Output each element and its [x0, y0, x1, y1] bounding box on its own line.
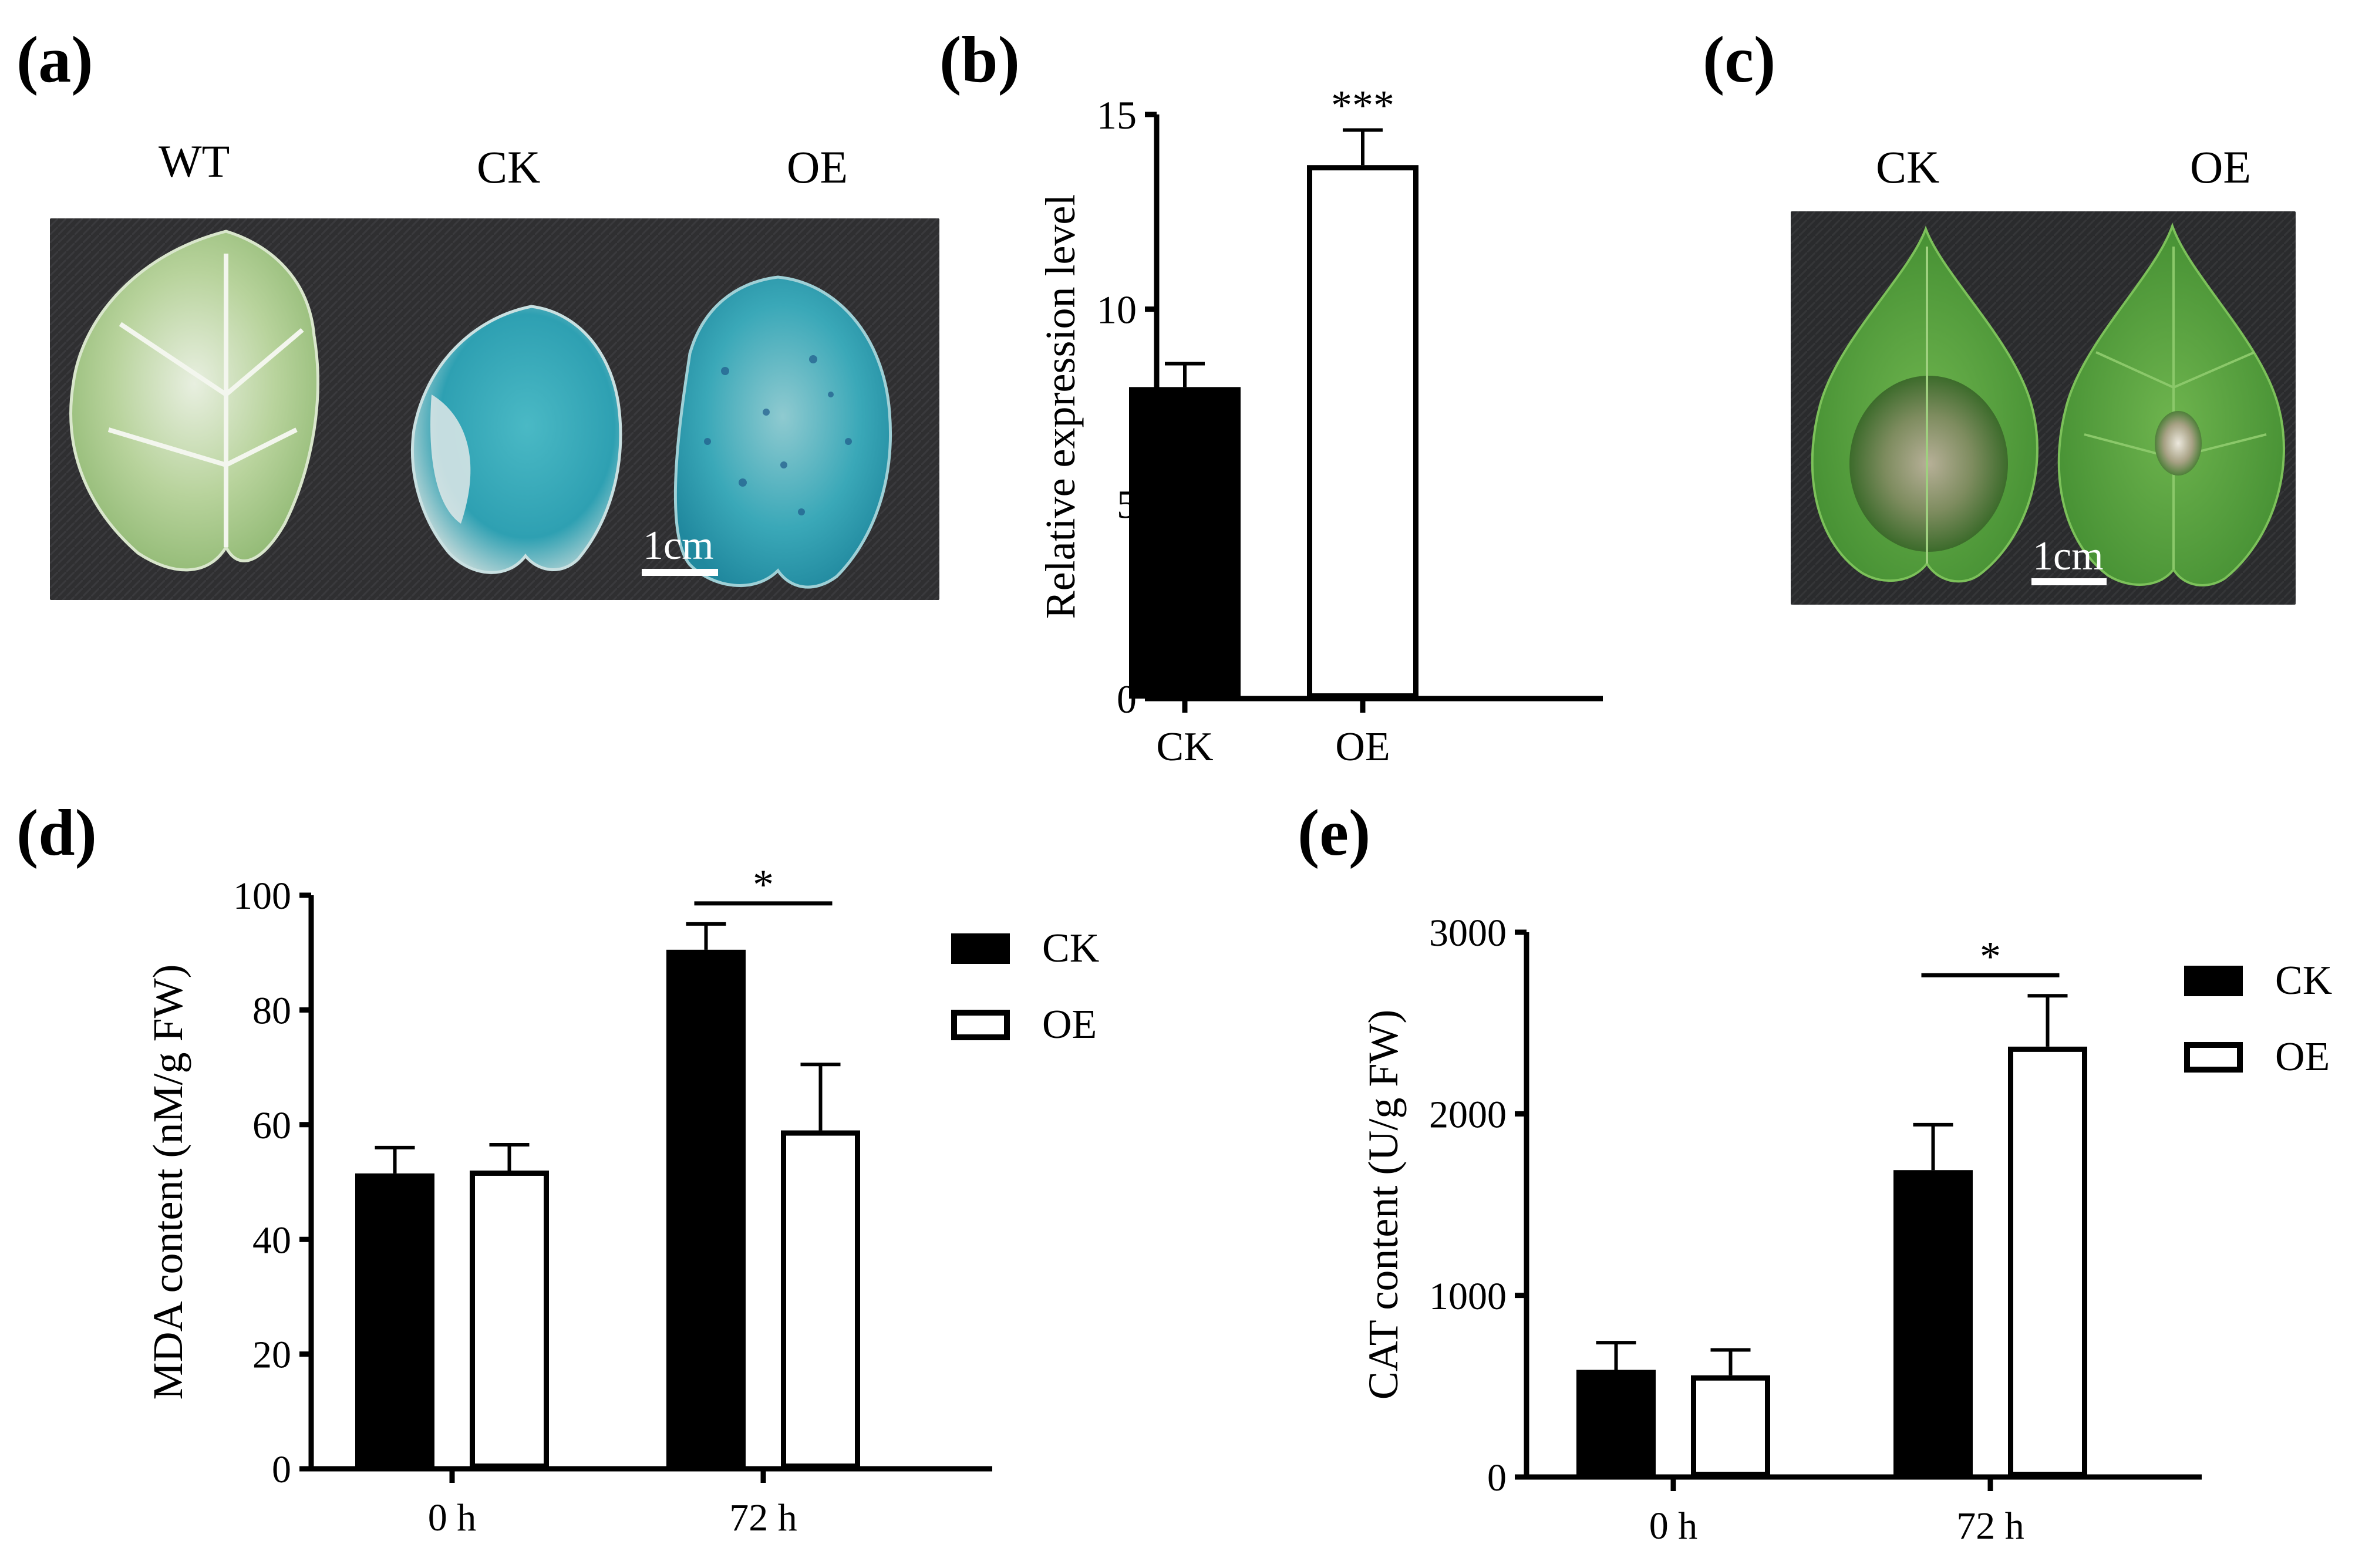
leaf-label-ck: CK — [477, 141, 541, 193]
bar-oe-0 — [470, 1170, 549, 1469]
oe-leaf — [673, 275, 892, 589]
y-tick-label: 100 — [233, 875, 291, 918]
legend-label-oe: OE — [2275, 1034, 2330, 1080]
x-tick-label: 72 h — [729, 1496, 797, 1539]
legend-swatch-oe — [951, 1010, 1010, 1040]
significance-mark: *** — [1331, 82, 1394, 129]
gus-staining-photo: 1cm — [50, 218, 939, 600]
y-axis-label: MDA content (nM/g FW) — [144, 965, 191, 1400]
legend-label-oe: OE — [1042, 1002, 1097, 1047]
panel-label-d: (d) — [16, 797, 97, 869]
legend-swatch-ck — [2184, 966, 2243, 996]
leaf-label-ck-c: CK — [1876, 141, 1940, 193]
x-tick-label: 0 h — [1649, 1505, 1698, 1547]
x-tick-label: CK — [1156, 724, 1213, 770]
bar-ck — [1129, 387, 1241, 699]
significance-mark: * — [753, 861, 774, 908]
y-tick-label: 80 — [252, 990, 291, 1033]
bar-ck-1 — [666, 949, 746, 1469]
scale-bar-label-c: 1cm — [2033, 534, 2104, 579]
chart-e-cat-content: 0 1000 2000 3000 CAT content (U/g FW) 0 h 72 h… — [1360, 912, 2332, 1547]
y-axis-label: Relative expression level — [1037, 194, 1084, 619]
bar-oe-1 — [2008, 1046, 2087, 1477]
panel-label-a: (a) — [16, 23, 93, 96]
x-tick-label: 0 h — [428, 1496, 477, 1539]
legend-label-ck: CK — [2275, 958, 2332, 1003]
bar-ck-1 — [1893, 1170, 1973, 1477]
oe-infected-leaf — [2057, 222, 2285, 586]
scale-bar-label-a: 1cm — [643, 523, 714, 568]
panel-label-e: (e) — [1298, 797, 1371, 869]
scale-bar-a — [642, 569, 718, 576]
bar-oe — [1307, 165, 1418, 699]
legend-swatch-oe — [2184, 1042, 2243, 1073]
y-tick-label: 20 — [252, 1334, 291, 1377]
infection-photo: 1cm — [1791, 211, 2296, 605]
x-tick-label: OE — [1335, 724, 1390, 770]
leaf-label-oe: OE — [787, 141, 848, 193]
y-tick-label: 2000 — [1429, 1093, 1507, 1136]
bar-ck-0 — [1576, 1370, 1656, 1478]
y-tick-label: 1000 — [1429, 1275, 1507, 1318]
y-tick-label: 40 — [252, 1219, 291, 1262]
bar-ck-0 — [355, 1173, 434, 1469]
panel-label-c: (c) — [1703, 23, 1776, 96]
chart-d-mda-content: 0 20 40 60 80 100 MDA content (nM/g FW) 0 h 72 h… — [144, 861, 1099, 1539]
leaf-label-wt: WT — [159, 136, 230, 187]
bar-oe-0 — [1691, 1375, 1770, 1477]
legend-swatch-ck — [951, 933, 1010, 964]
wt-leaf — [69, 230, 319, 572]
y-tick-label: 0 — [272, 1448, 291, 1491]
significance-mark: * — [1980, 933, 2001, 980]
legend-label-ck: CK — [1042, 926, 1099, 971]
x-tick-label: 72 h — [1956, 1505, 2024, 1547]
y-tick-label: 60 — [252, 1104, 291, 1147]
y-tick-label: 10 — [1097, 287, 1137, 332]
y-tick-label: 15 — [1097, 93, 1137, 137]
scale-bar-c — [2031, 578, 2107, 585]
leaf-label-oe-c: OE — [2190, 141, 2251, 193]
bar-oe-1 — [781, 1130, 860, 1469]
panel-label-b: (b) — [939, 23, 1020, 96]
y-tick-label: 3000 — [1429, 912, 1507, 955]
y-axis-label: CAT content (U/g FW) — [1360, 1010, 1407, 1400]
y-tick-label: 0 — [1487, 1456, 1507, 1499]
